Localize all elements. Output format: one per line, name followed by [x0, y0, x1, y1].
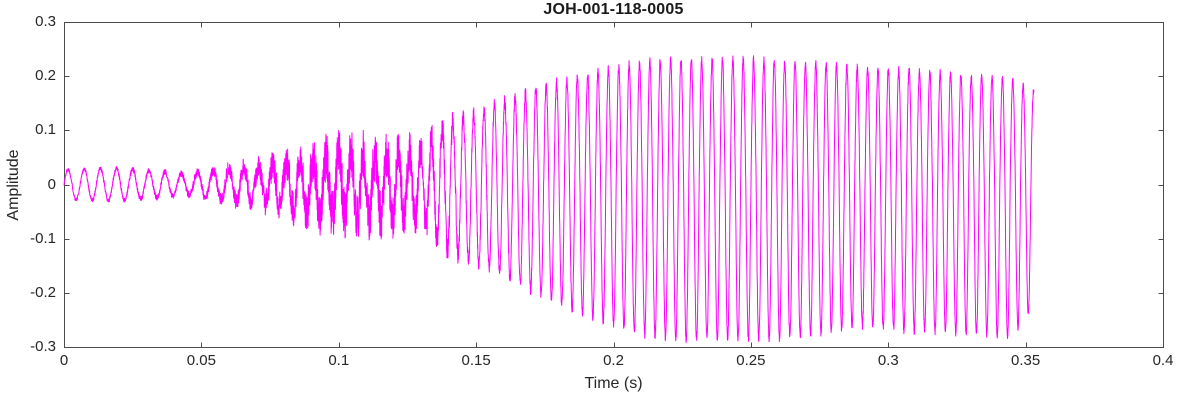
y-tick-label: -0.1	[30, 229, 56, 247]
x-tick-label: 0.25	[736, 352, 766, 369]
x-tick-label: 0.1	[328, 352, 350, 369]
y-tick-label: 0.3	[35, 13, 56, 30]
chart-title: JOH-001-118-0005	[543, 1, 684, 18]
y-tick-label: 0.1	[35, 121, 56, 139]
x-tick-label: 0.3	[877, 352, 899, 369]
y-tick-label: 0.2	[35, 67, 56, 85]
x-tick-label: 0.2	[603, 352, 624, 369]
x-axis-label: Time (s)	[584, 375, 643, 392]
x-tick-label: 0.35	[1011, 352, 1041, 369]
y-tick-label: 0	[47, 175, 56, 193]
y-tick-label: -0.3	[30, 338, 56, 355]
x-tick-label: 0.15	[461, 352, 491, 369]
x-tick-label: 0	[59, 352, 69, 369]
y-tick-label: -0.2	[30, 283, 56, 301]
x-tick-label: 0.4	[1152, 352, 1174, 369]
x-tick-label: 0.05	[186, 352, 216, 369]
